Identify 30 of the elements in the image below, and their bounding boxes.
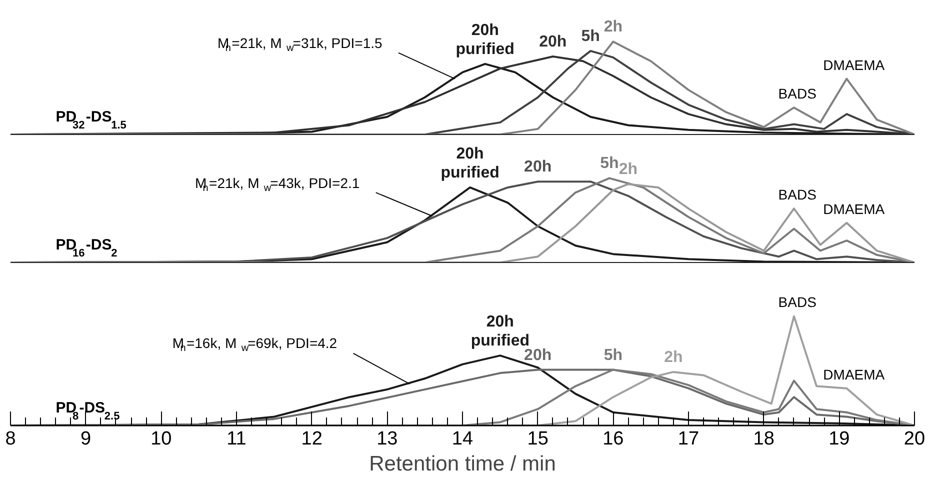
x-tick-label: 13 [376, 428, 398, 450]
x-tick-label: 20 [904, 428, 926, 450]
x-tick-label: 8 [5, 428, 16, 450]
series-label: 5h [600, 155, 619, 172]
x-tick-label: 17 [678, 428, 700, 450]
x-tick-label: 15 [527, 428, 548, 450]
annotation: DMAEMA [823, 366, 886, 382]
x-tick-label: 11 [226, 428, 246, 450]
annotation: DMAEMA [823, 56, 886, 73]
x-axis-title: Retention time / min [369, 452, 556, 476]
x-tick-label: 10 [150, 428, 172, 450]
x-tick-label: 18 [753, 428, 774, 450]
x-tick-label: 19 [828, 428, 850, 450]
annotation: DMAEMA [823, 200, 886, 217]
series-label: 20h purified [440, 145, 500, 182]
series-label: 5h [581, 28, 600, 45]
annotation: BADS [778, 186, 816, 203]
series-label: 5h [604, 346, 623, 364]
series-label: 20h [539, 34, 567, 50]
series-label: 2h [664, 348, 683, 366]
x-tick-label: 16 [602, 428, 624, 450]
annotation: BADS [778, 294, 816, 310]
series-label: 20h [524, 158, 552, 176]
x-tick-label: 9 [80, 428, 92, 450]
annotation: BADS [778, 86, 816, 102]
x-tick-label: 12 [301, 428, 322, 450]
series-label: 20h purified [456, 22, 514, 58]
series-label: 2h [618, 161, 638, 178]
x-tick-label: 14 [452, 428, 474, 450]
series-label: 2h [604, 18, 623, 36]
